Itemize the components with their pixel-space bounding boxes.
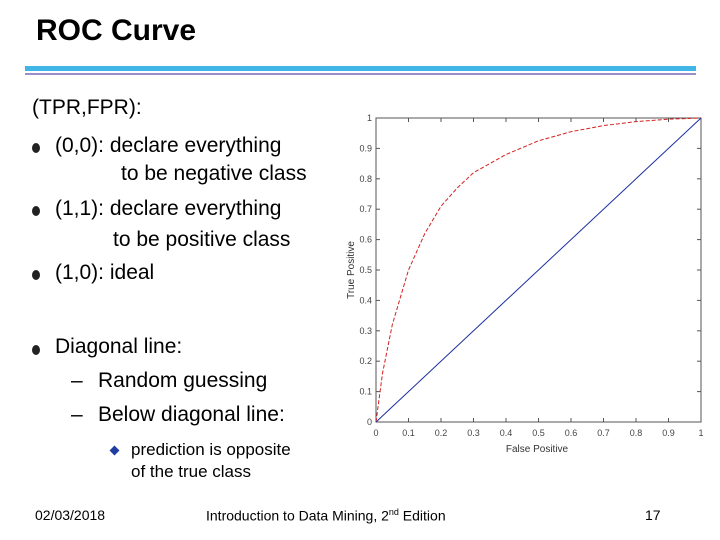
x-tick-label: 0.8	[630, 428, 643, 438]
y-tick-label: 0.6	[359, 235, 372, 245]
subitem-line-2: of the true class	[131, 462, 252, 481]
x-tick-label: 0.5	[532, 428, 545, 438]
x-tick-label: 0	[373, 428, 378, 438]
diagonal-item-1: Random guessing	[98, 369, 268, 392]
bullet-1-line-2: to be negative class	[121, 162, 307, 185]
dash-marker: –	[71, 369, 83, 392]
bullet-3-line-1: (1,0): ideal	[55, 261, 155, 284]
y-tick-label: 0.3	[359, 326, 372, 336]
title-underline-secondary	[25, 73, 696, 75]
y-tick-label: 0.7	[359, 204, 372, 214]
x-tick-label: 0.9	[662, 428, 675, 438]
subitem-line-1: prediction is opposite	[131, 440, 291, 459]
bullet-icon	[32, 206, 40, 216]
x-tick-label: 0.6	[565, 428, 578, 438]
x-tick-label: 1	[698, 428, 703, 438]
diagonal-item-2: Below diagonal line:	[98, 403, 285, 426]
diamond-bullet-icon	[109, 445, 120, 456]
y-tick-label: 0.1	[359, 387, 372, 397]
y-tick-label: 0.2	[359, 356, 372, 366]
diagonal-heading: Diagonal line:	[55, 335, 183, 358]
bullet-1-line-1: (0,0): declare everything	[55, 134, 282, 157]
dash-marker: –	[71, 403, 83, 426]
roc-chart: 0 0.1 0.2 0.3 0.4 0.5 0.6 0.7 0.8 0.9 1 0 0.1 0.2 0.3 0…	[346, 113, 704, 455]
x-tick-label: 0.1	[402, 428, 415, 438]
footer-date: 02/03/2018	[35, 507, 106, 523]
x-tick-label: 0.3	[467, 428, 480, 438]
x-axis-label: False Positive	[506, 444, 569, 455]
footer-course: Introduction to Data Mining, 2nd Edition	[206, 507, 446, 524]
y-tick-label: 0.4	[359, 295, 372, 305]
roc-curve-line	[375, 117, 702, 423]
slide-title: ROC Curve	[36, 14, 197, 47]
bullet-icon	[32, 270, 40, 280]
bullet-2-line-2: to be positive class	[113, 228, 291, 251]
y-tick-label: 0.5	[359, 265, 372, 275]
intro-text: (TPR,FPR):	[32, 96, 142, 119]
y-tick-label: 0.9	[359, 143, 372, 153]
y-axis-label: True Positive	[346, 241, 357, 299]
footer-course-sup: nd	[388, 507, 399, 517]
bullet-icon	[32, 345, 40, 355]
page-number: 17	[645, 507, 661, 523]
x-tick-label: 0.2	[435, 428, 448, 438]
chart-series	[375, 117, 702, 423]
footer-course-end: Edition	[398, 507, 446, 524]
x-tick-label: 0.7	[597, 428, 610, 438]
y-tick-label: 0	[367, 417, 372, 427]
y-tick-label: 0.8	[359, 174, 372, 184]
chart-ticks: 0 0.1 0.2 0.3 0.4 0.5 0.6 0.7 0.8 0.9 1 0 0.1 0.2 0.3 0…	[359, 113, 703, 438]
title-underline-primary	[25, 66, 696, 71]
footer-course-main: Introduction to Data Mining, 2	[206, 507, 389, 524]
y-tick-label: 1	[367, 113, 372, 123]
bullet-icon	[32, 143, 40, 153]
bullet-2-line-1: (1,1): declare everything	[55, 197, 282, 220]
x-tick-label: 0.4	[500, 428, 513, 438]
diagonal-random-line	[375, 117, 702, 423]
